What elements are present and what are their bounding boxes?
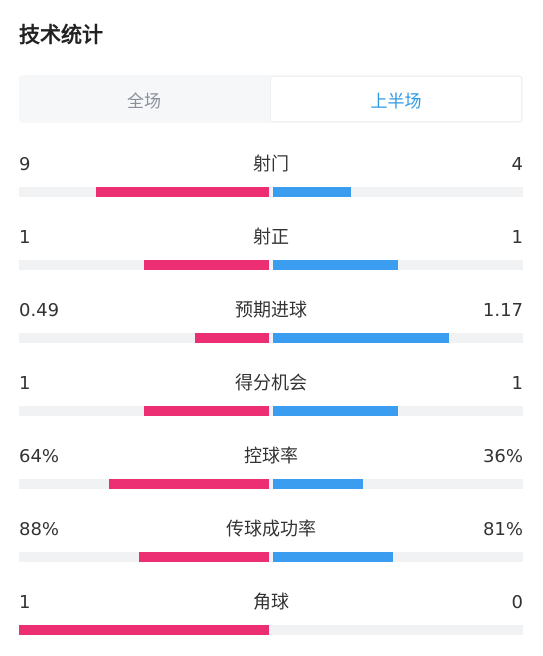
stat-label: 预期进球 (235, 300, 307, 321)
home-bar (144, 260, 269, 270)
period-tabs: 全场 上半场 (19, 75, 523, 123)
away-bar (273, 187, 351, 197)
home-value: 64% (19, 446, 60, 467)
away-value: 4 (511, 154, 523, 175)
stat-label: 得分机会 (235, 373, 307, 394)
away-value: 1 (511, 227, 523, 248)
stat-bar-track (19, 406, 523, 416)
stat-bar-track (19, 479, 523, 489)
away-bar (273, 260, 398, 270)
home-bar (109, 479, 269, 489)
tab-full-match[interactable]: 全场 (127, 91, 161, 112)
stat-row-shots-on-target: 1 射正 1 (19, 221, 523, 294)
stats-list: 9 射门 4 1 射正 1 0.49 预期进球 1.17 (19, 148, 523, 656)
stat-row-shots: 9 射门 4 (19, 148, 523, 221)
home-bar (139, 552, 269, 562)
stat-row-possession: 64% 控球率 36% (19, 440, 523, 513)
tab-first-half[interactable]: 上半场 (270, 76, 522, 122)
stat-row-corners: 1 角球 0 (19, 586, 523, 656)
home-value: 1 (19, 592, 31, 613)
away-value: 0 (511, 592, 523, 613)
stat-label: 射门 (253, 154, 289, 175)
away-value: 81% (482, 519, 523, 540)
home-bar (96, 187, 269, 197)
stat-label: 角球 (253, 592, 289, 613)
page-title: 技术统计 (19, 23, 103, 47)
away-bar (273, 552, 393, 562)
home-value: 88% (19, 519, 60, 540)
stat-label: 射正 (253, 227, 289, 248)
away-bar (273, 479, 363, 489)
home-bar (144, 406, 269, 416)
home-value: 1 (19, 373, 31, 394)
away-bar (273, 333, 449, 343)
home-value: 0.49 (19, 300, 60, 321)
stat-label: 控球率 (244, 446, 298, 467)
stat-label: 传球成功率 (226, 519, 316, 540)
away-bar (273, 406, 398, 416)
stat-bar-track (19, 187, 523, 197)
away-value: 36% (482, 446, 523, 467)
away-value: 1 (511, 373, 523, 394)
stat-bar-track (19, 625, 523, 635)
home-bar (195, 333, 269, 343)
home-bar (19, 625, 269, 635)
stat-bar-track (19, 552, 523, 562)
home-value: 1 (19, 227, 31, 248)
stat-row-chances: 1 得分机会 1 (19, 367, 523, 440)
away-value: 1.17 (482, 300, 523, 321)
stat-bar-track (19, 260, 523, 270)
stat-row-expected-goals: 0.49 预期进球 1.17 (19, 294, 523, 367)
home-value: 9 (19, 154, 31, 175)
stat-bar-track (19, 333, 523, 343)
stat-row-pass-accuracy: 88% 传球成功率 81% (19, 513, 523, 586)
